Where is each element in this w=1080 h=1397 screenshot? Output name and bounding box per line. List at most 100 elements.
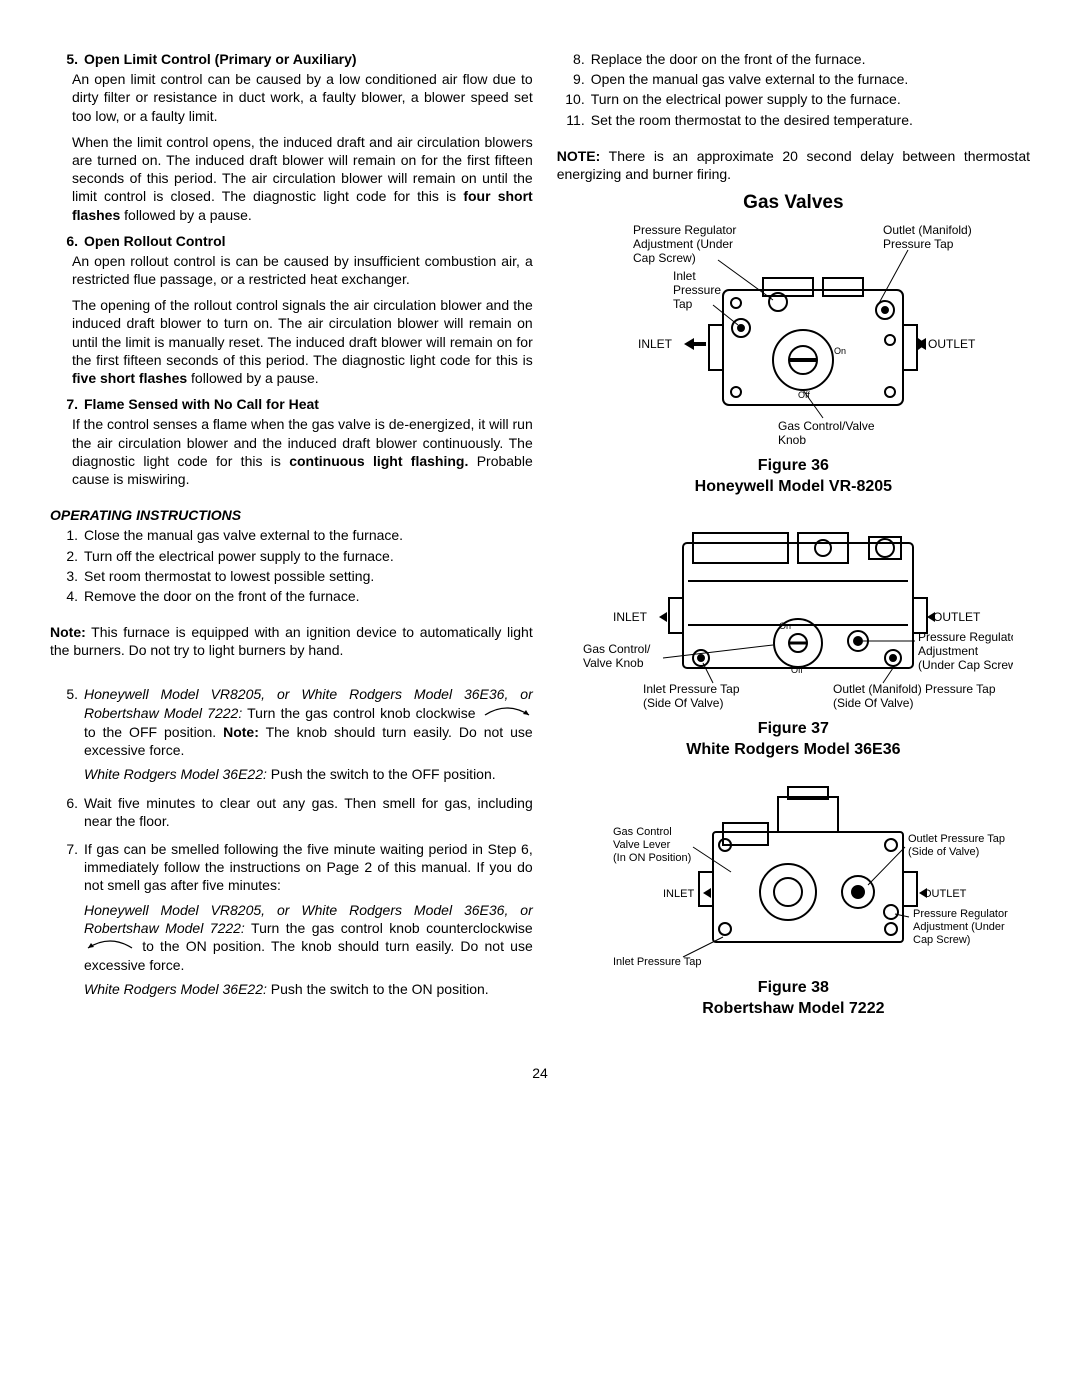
step-text: Turn off the electrical power supply to … [84, 547, 533, 565]
label: Gas Control/ [583, 642, 651, 656]
figure-37-caption: Figure 37 White Rodgers Model 36E36 [557, 719, 1030, 761]
section-6-p1: An open rollout control is can be caused… [72, 252, 533, 288]
ignition-note: Note: This furnace is equipped with an i… [50, 623, 533, 659]
label: On [834, 346, 846, 356]
label: (Side Of Valve) [643, 696, 723, 710]
step-text: Wait five minutes to clear out any gas. … [84, 794, 533, 830]
op-step-9: 9. Open the manual gas valve external to… [557, 70, 1030, 88]
section-5-p1: An open limit control can be caused by a… [72, 70, 533, 125]
text: Turn the gas control knob counterclockwi… [245, 920, 533, 936]
label: Gas Control [613, 826, 672, 838]
section-number: 5. [50, 50, 84, 68]
label: Tap [673, 297, 693, 311]
label: Pressure Regulator [633, 223, 736, 237]
section-5-p2: When the limit control opens, the induce… [72, 133, 533, 224]
label: Pressure Tap [883, 237, 954, 251]
op-step-7: 7. If gas can be smelled following the f… [50, 840, 533, 999]
label: Adjustment (Under [633, 237, 733, 251]
section-number: 7. [50, 395, 84, 413]
label: On [779, 621, 791, 631]
label: Outlet (Manifold) Pressure Tap [833, 682, 996, 696]
model-ref: White Rodgers Model 36E22: [84, 981, 267, 997]
step-text: Open the manual gas valve external to th… [591, 70, 1030, 88]
section-title: Open Limit Control (Primary or Auxiliary… [84, 50, 533, 68]
text: Turn the gas control knob clockwise [242, 705, 481, 721]
label: Adjustment [918, 644, 979, 658]
step-text: Set room thermostat to lowest possible s… [84, 567, 533, 585]
label: Pressure Regulator [913, 908, 1008, 920]
page-number: 24 [50, 1064, 1030, 1082]
label: (In ON Position) [613, 852, 691, 864]
step-number: 2. [50, 547, 84, 565]
op-step-5: 5. Honeywell Model VR8205, or White Rodg… [50, 685, 533, 783]
section-number: 6. [50, 232, 84, 250]
step-body: Honeywell Model VR8205, or White Rodgers… [84, 685, 533, 783]
left-column: 5. Open Limit Control (Primary or Auxili… [50, 50, 533, 1036]
step-number: 1. [50, 526, 84, 544]
label: Outlet (Manifold) [883, 223, 972, 237]
step-text: Set the room thermostat to the desired t… [591, 111, 1030, 129]
label: Valve Knob [583, 656, 644, 670]
step-text: Close the manual gas valve external to t… [84, 526, 533, 544]
step-text: Turn on the electrical power supply to t… [591, 90, 1030, 108]
note-text: There is an approximate 20 second delay … [557, 148, 1030, 182]
bold-text: five short flashes [72, 370, 187, 386]
section-title: Flame Sensed with No Call for Heat [84, 395, 533, 413]
label: (Side Of Valve) [833, 696, 913, 710]
step-number: 5. [50, 685, 84, 783]
label: (Side of Valve) [908, 846, 979, 858]
label: Outlet Pressure Tap [908, 833, 1005, 845]
step-number: 9. [557, 70, 591, 88]
text: followed by a pause. [187, 370, 319, 386]
step-number: 7. [50, 840, 84, 999]
step-number: 8. [557, 50, 591, 68]
label: Pressure [673, 283, 721, 297]
operating-instructions-heading: OPERATING INSTRUCTIONS [50, 506, 533, 524]
label: (Under Cap Screw) [918, 658, 1013, 672]
text: to the OFF position. [84, 724, 223, 740]
label: Cap Screw) [913, 934, 970, 946]
text: The opening of the rollout control signa… [72, 297, 533, 368]
robertshaw-valve-diagram: Gas Control Valve Lever (In ON Position)… [573, 777, 1013, 972]
label: Cap Screw) [633, 251, 696, 265]
label: INLET [638, 337, 673, 351]
page-columns: 5. Open Limit Control (Primary or Auxili… [50, 50, 1030, 1036]
clockwise-arrow-icon [481, 705, 533, 723]
label: INLET [663, 888, 694, 900]
note-text: This furnace is equipped with an ignitio… [50, 624, 533, 658]
label: Off [798, 390, 810, 400]
text: followed by a pause. [120, 207, 252, 223]
step-number: 10. [557, 90, 591, 108]
step-number: 6. [50, 794, 84, 830]
figure-number: Figure 37 [758, 720, 829, 737]
text: If gas can be smelled following the five… [84, 841, 533, 893]
op-step-8: 8. Replace the door on the front of the … [557, 50, 1030, 68]
label: Knob [778, 433, 806, 447]
figure-title: Robertshaw Model 7222 [702, 1000, 884, 1017]
label: Inlet [673, 269, 696, 283]
counterclockwise-arrow-icon [84, 938, 136, 956]
figure-38-caption: Figure 38 Robertshaw Model 7222 [557, 978, 1030, 1020]
op-step-6: 6. Wait five minutes to clear out any ga… [50, 794, 533, 830]
right-column: 8. Replace the door on the front of the … [557, 50, 1030, 1036]
white-rodgers-valve-diagram: INLET OUTLET Gas Control/ Valve Knob Inl… [573, 513, 1013, 713]
op-step-2: 2. Turn off the electrical power supply … [50, 547, 533, 565]
note-label: NOTE: [557, 148, 601, 164]
label: Adjustment (Under [913, 921, 1005, 933]
label: OUTLET [928, 337, 976, 351]
op-step-11: 11. Set the room thermostat to the desir… [557, 111, 1030, 129]
section-5-header: 5. Open Limit Control (Primary or Auxili… [50, 50, 533, 68]
gas-valves-heading: Gas Valves [557, 191, 1030, 216]
op-step-3: 3. Set room thermostat to lowest possibl… [50, 567, 533, 585]
text: to the ON position. The knob should turn… [84, 938, 533, 973]
section-6-p2: The opening of the rollout control signa… [72, 296, 533, 387]
honeywell-valve-diagram: Pressure Regulator Adjustment (Under Cap… [578, 220, 1008, 450]
label: Gas Control/Valve [778, 419, 875, 433]
figure-36-caption: Figure 36 Honeywell Model VR-8205 [557, 456, 1030, 498]
step-number: 4. [50, 587, 84, 605]
label: Valve Lever [613, 839, 671, 851]
step-text: Replace the door on the front of the fur… [591, 50, 1030, 68]
label: Pressure Regulator [918, 630, 1013, 644]
step-body: If gas can be smelled following the five… [84, 840, 533, 999]
figure-title: Honeywell Model VR-8205 [695, 478, 892, 495]
